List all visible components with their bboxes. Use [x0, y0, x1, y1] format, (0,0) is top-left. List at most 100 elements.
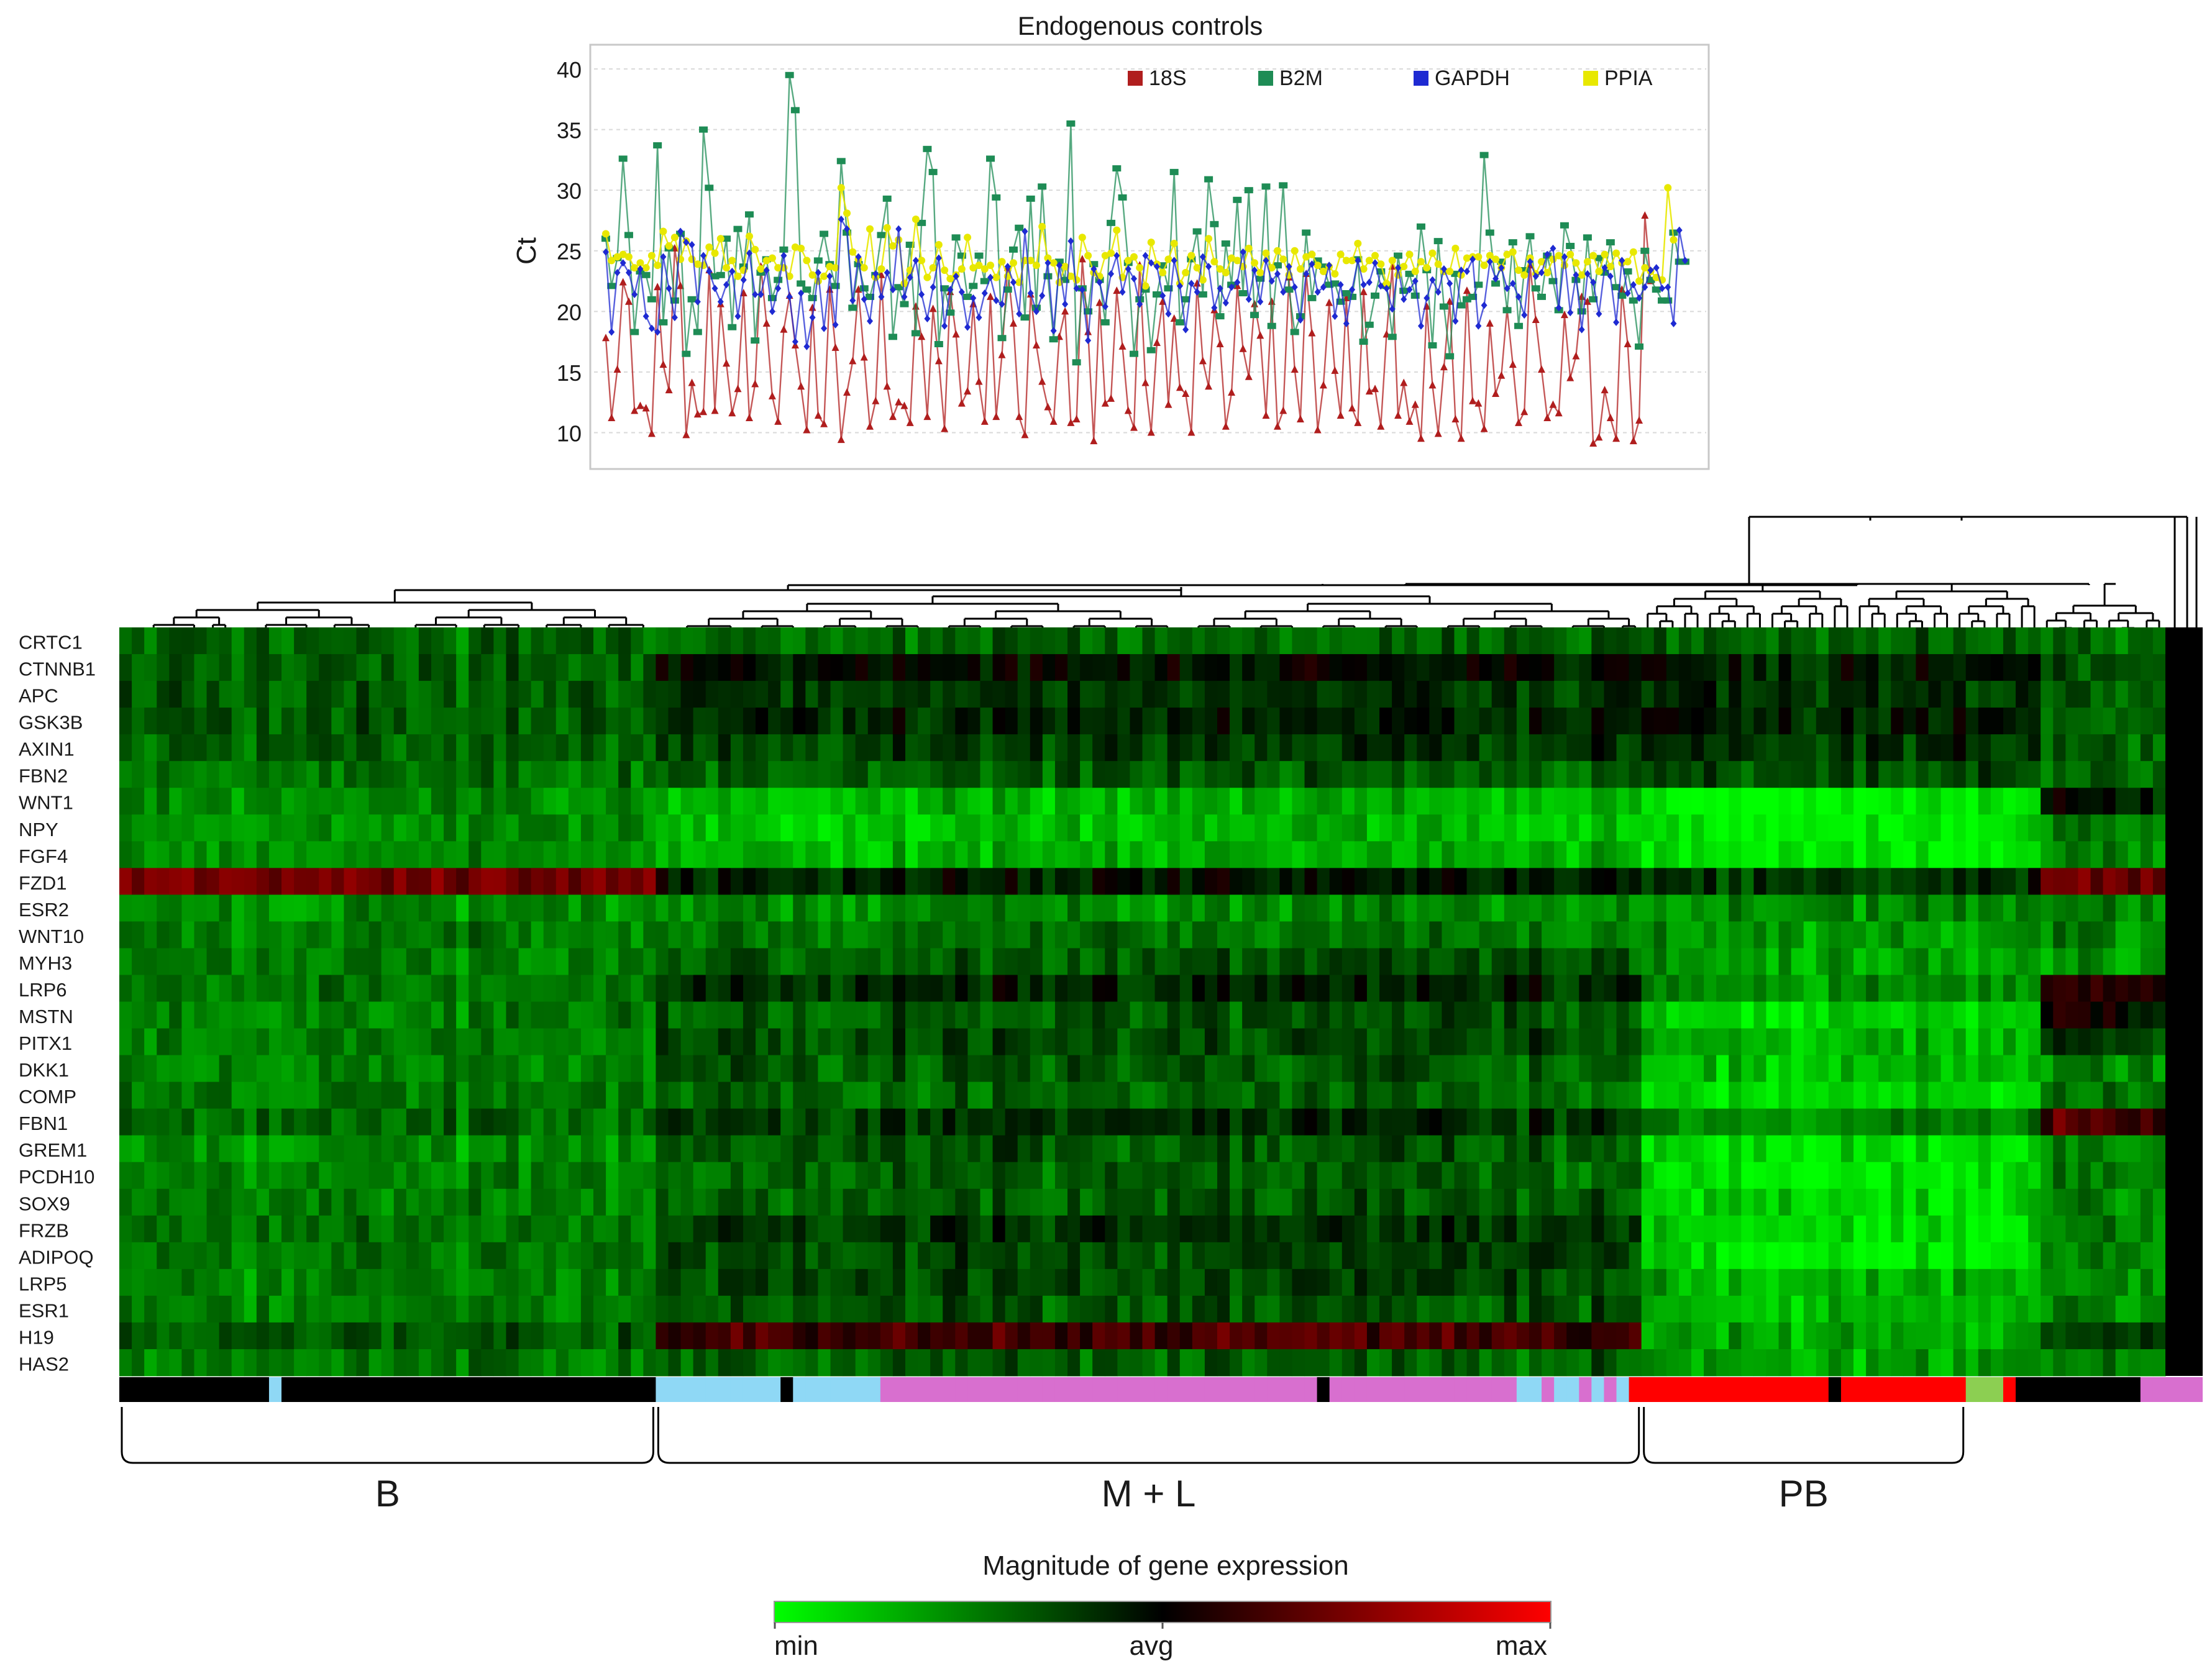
- heatmap-cell: [880, 1349, 893, 1377]
- heatmap-cell: [1279, 1215, 1293, 1243]
- heatmap-cell: [381, 975, 395, 1003]
- point-18s: [1572, 352, 1580, 360]
- heatmap-cell: [1292, 1108, 1305, 1136]
- heatmap-cell: [1641, 1028, 1655, 1056]
- heatmap-cell: [1429, 921, 1442, 949]
- heatmap-cell: [1366, 708, 1380, 735]
- heatmap-cell: [1392, 948, 1405, 976]
- heatmap-cell: [1042, 1295, 1056, 1323]
- heatmap-cell: [555, 1188, 569, 1216]
- heatmap-cell: [1504, 814, 1517, 842]
- heatmap-cell: [1042, 814, 1056, 842]
- heatmap-cell: [194, 1162, 208, 1190]
- point-gapdh: [1665, 283, 1671, 291]
- heatmap-cell: [393, 1268, 407, 1296]
- heatmap-cell: [718, 761, 731, 788]
- heatmap-cell: [518, 975, 532, 1003]
- heatmap-cell: [393, 1081, 407, 1109]
- heatmap-cell: [1479, 1242, 1492, 1270]
- heatmap-cell: [1591, 841, 1605, 868]
- heatmap-cell: [169, 1268, 182, 1296]
- point-b2m: [877, 232, 886, 239]
- heatmap-cell: [1417, 1188, 1430, 1216]
- heatmap-cell: [1042, 788, 1056, 815]
- heatmap-cell: [381, 1268, 395, 1296]
- heatmap-cell: [880, 1242, 893, 1270]
- heatmap-cell: [1691, 1081, 1704, 1109]
- heatmap-cell: [281, 975, 295, 1003]
- heatmap-cell: [1267, 1001, 1280, 1029]
- heatmap-cell: [705, 1215, 719, 1243]
- heatmap-cell: [344, 975, 357, 1003]
- heatmap-cell: [1179, 1322, 1193, 1350]
- heatmap-cell: [855, 1188, 869, 1216]
- heatmap-cell: [930, 1162, 943, 1190]
- heatmap-cell: [1429, 654, 1442, 681]
- heatmap-cell: [132, 627, 145, 655]
- heatmap-cell: [656, 681, 669, 708]
- heatmap-cell: [593, 1135, 606, 1163]
- heatmap-cell: [344, 1242, 357, 1270]
- heatmap-cell: [319, 1188, 332, 1216]
- heatmap-cell: [1092, 975, 1105, 1003]
- heatmap-cell: [730, 868, 744, 895]
- point-ppia: [1451, 244, 1460, 252]
- heatmap-cell: [631, 1055, 644, 1083]
- heatmap-cell: [444, 1215, 457, 1243]
- heatmap-cell: [1716, 734, 1729, 762]
- heatmap-cell: [1080, 761, 1093, 788]
- heatmap-cell: [219, 814, 232, 842]
- heatmap-cell: [618, 734, 631, 762]
- point-b2m: [1043, 273, 1053, 280]
- heatmap-cell: [718, 1215, 731, 1243]
- heatmap-cell: [1616, 948, 1630, 976]
- heatmap-cell: [668, 708, 682, 735]
- heatmap-cell: [693, 708, 706, 735]
- heatmap-cell: [1392, 708, 1405, 735]
- point-18s: [1543, 414, 1552, 422]
- heatmap-cell: [1279, 975, 1293, 1003]
- point-ppia: [1187, 252, 1195, 260]
- heatmap-cell: [169, 1135, 182, 1163]
- heatmap-cell: [580, 1322, 594, 1350]
- heatmap-cell: [918, 788, 931, 815]
- legend-label-18s: 18S: [1149, 66, 1187, 90]
- heatmap-cell: [1491, 1268, 1505, 1296]
- heatmap-cell: [730, 1322, 744, 1350]
- heatmap-cell: [531, 1055, 544, 1083]
- heatmap-cell: [967, 1028, 981, 1056]
- heatmap-cell: [1267, 894, 1280, 922]
- point-ppia: [1342, 257, 1350, 265]
- heatmap-cell: [593, 814, 606, 842]
- heatmap-cell: [980, 627, 994, 655]
- heatmap-cell: [1317, 1081, 1330, 1109]
- heatmap-cell: [843, 868, 856, 895]
- heatmap-cell: [668, 1028, 682, 1056]
- heatmap-cell: [843, 1055, 856, 1083]
- heatmap-cell: [1491, 1055, 1505, 1083]
- heatmap-cell: [331, 1028, 345, 1056]
- heatmap-cell: [668, 841, 682, 868]
- heatmap-cell: [680, 1081, 694, 1109]
- heatmap-cell: [1616, 1162, 1630, 1190]
- heatmap-cell: [568, 1028, 582, 1056]
- point-gapdh: [1033, 307, 1040, 316]
- heatmap-cell: [244, 868, 257, 895]
- heatmap-cell: [1154, 1268, 1168, 1296]
- heatmap-cell: [818, 1215, 831, 1243]
- legend-swatch-18s: [1128, 71, 1143, 86]
- heatmap-cell: [518, 654, 532, 681]
- heatmap-cell: [1442, 1268, 1455, 1296]
- heatmap-cell: [294, 1055, 307, 1083]
- heatmap-cell: [181, 788, 195, 815]
- heatmap-cell: [1466, 734, 1480, 762]
- heatmap-cell: [1292, 1268, 1305, 1296]
- heatmap-cell: [306, 654, 319, 681]
- heatmap-cell: [1130, 1215, 1143, 1243]
- heatmap-cell: [444, 734, 457, 762]
- heatmap-cell: [206, 1081, 220, 1109]
- heatmap-cell: [705, 708, 719, 735]
- heatmap-cell: [244, 1268, 257, 1296]
- heatmap-cell: [855, 1295, 869, 1323]
- heatmap-cell: [1691, 681, 1704, 708]
